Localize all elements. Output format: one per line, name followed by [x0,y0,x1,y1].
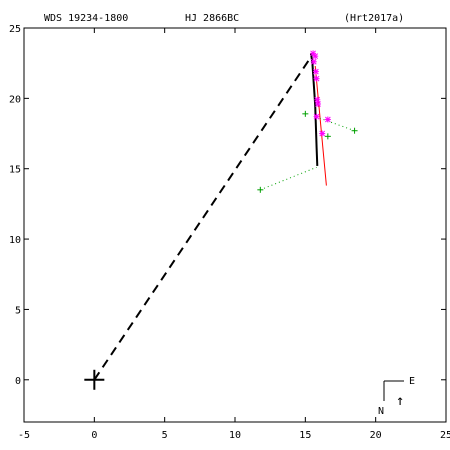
speckle-point [312,53,319,60]
compass-arrow-icon: ↑ [396,393,404,409]
speckle-point [312,68,319,75]
compass: E N ↑ [378,376,415,417]
speckle-point-d2 [324,116,331,123]
speckle-point [319,130,326,137]
speckle-point [324,116,331,123]
speckle-point-d2 [319,130,326,137]
speckle-point [310,58,317,65]
x-tick-label: 20 [370,430,382,441]
speckle-point-d2 [312,53,319,59]
speckle-point [314,96,321,103]
header-left: WDS 19234-1800 [44,13,128,24]
speckle-point-d2 [313,75,320,82]
speckle-point [313,75,320,82]
speckle-point [313,113,320,120]
points-layer [257,50,358,193]
micrometer-point [302,110,309,117]
x-tick-label: 10 [229,430,241,441]
axes: -5 0 5 10 15 20 25 0 5 10 15 20 25 [9,24,450,441]
compass-north-label: N [378,406,384,417]
micrometer-point [351,127,358,134]
speckle-point-d2 [310,58,317,65]
y-tick-label: 25 [9,24,21,35]
speckle-point-d2 [313,68,319,75]
residual-line [314,65,327,186]
y-tick-label: 20 [9,94,21,105]
x-tick-label: 5 [162,430,168,441]
x-tick-label: 25 [440,430,450,441]
y-tick-label: 0 [15,376,21,387]
x-tick-label: 15 [299,430,311,441]
micrometer-point [324,133,331,140]
y-tick-label: 15 [9,165,21,176]
y-tick-label: 5 [15,305,21,316]
line-of-apsides [93,58,311,381]
x-tick-label: -5 [18,430,30,441]
speckle-point-d2 [313,113,320,120]
x-tick-label: 0 [91,430,97,441]
compass-east-label: E [409,376,415,387]
speckle-point [314,100,321,107]
speckle-point-d2 [315,101,321,107]
header-center: HJ 2866BC [185,13,239,24]
header-right: (Hrt2017a) [344,13,404,24]
micrometer-point [257,186,264,193]
y-tick-label: 10 [9,235,21,246]
